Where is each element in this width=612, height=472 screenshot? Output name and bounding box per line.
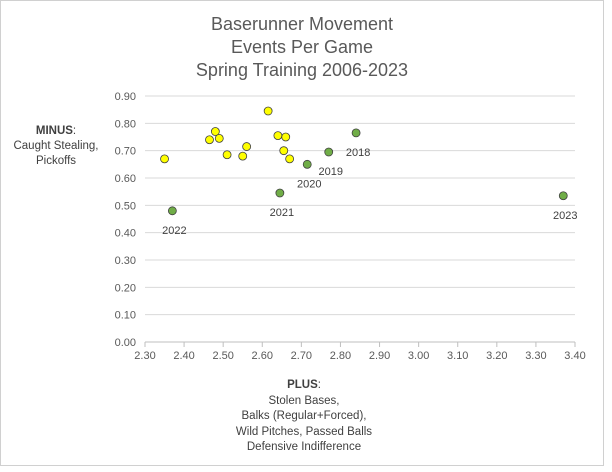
scatter-point-yellow bbox=[222, 150, 232, 160]
scatter-point-yellow bbox=[214, 133, 224, 143]
chart-title-line-2: Events Per Game bbox=[230, 37, 374, 57]
y-axis-label-colon: : bbox=[72, 125, 77, 137]
chart-frame bbox=[0, 0, 604, 466]
y-axis-label-bold: MINUS bbox=[35, 125, 73, 137]
scatter-point-green bbox=[302, 159, 312, 169]
x-axis-label-colon: : bbox=[317, 379, 321, 391]
x-axis-label-line: Balks (Regular+Forced), bbox=[241, 410, 367, 422]
x-tick-label: 3.40 bbox=[564, 350, 585, 362]
scatter-point-green bbox=[351, 128, 361, 138]
x-tick-label: 2.70 bbox=[291, 350, 312, 362]
data-label: 2022 bbox=[162, 225, 186, 237]
y-tick-label: 0.70 bbox=[115, 146, 136, 158]
x-axis-label: PLUS: Stolen Bases, Balks (Regular+Force… bbox=[184, 378, 424, 456]
y-axis-label-line: Pickoffs bbox=[35, 155, 77, 167]
scatter-point-yellow bbox=[210, 127, 220, 136]
x-axis-label-line: Wild Pitches, Passed Balls bbox=[235, 425, 373, 438]
scatter-point-green bbox=[324, 147, 334, 157]
x-tick-label: 2.40 bbox=[173, 350, 194, 362]
y-tick-label: 0.30 bbox=[115, 255, 136, 267]
y-tick-label: 0.50 bbox=[115, 200, 136, 212]
data-label: 2018 bbox=[346, 147, 370, 159]
y-tick-label: 0.60 bbox=[115, 173, 136, 185]
scatter-point-yellow bbox=[273, 131, 283, 141]
scatter-point-yellow bbox=[238, 151, 248, 161]
x-tick-label: 2.50 bbox=[212, 350, 233, 362]
x-tick-label: 3.20 bbox=[486, 350, 507, 362]
scatter-point-yellow bbox=[160, 154, 169, 164]
scatter-point-yellow bbox=[205, 135, 214, 145]
scatter-point-yellow bbox=[281, 132, 291, 142]
y-axis-label: MINUS: Caught Stealing, Pickoffs bbox=[4, 124, 108, 169]
scatter-point-yellow bbox=[285, 154, 295, 164]
chart-title-line-1: Baserunner Movement bbox=[210, 14, 394, 34]
data-label: 2023 bbox=[553, 210, 577, 222]
chart-title-line-3: Spring Training 2006-2023 bbox=[195, 60, 409, 80]
y-tick-label: 0.90 bbox=[115, 91, 136, 103]
x-tick-label: 3.10 bbox=[447, 350, 468, 362]
x-axis-label-line: Stolen Bases, bbox=[268, 394, 340, 407]
data-label: 2019 bbox=[318, 166, 342, 178]
x-tick-label: 2.80 bbox=[330, 350, 351, 362]
x-tick-label: 3.00 bbox=[408, 350, 429, 362]
y-tick-label: 0.20 bbox=[115, 282, 136, 294]
x-tick-label: 2.30 bbox=[134, 350, 155, 362]
x-axis-label-bold: PLUS bbox=[287, 379, 318, 391]
x-axis-label-line: Defensive Indifference bbox=[246, 441, 362, 453]
scatter-point-green bbox=[167, 206, 177, 216]
data-label: 2020 bbox=[297, 178, 321, 190]
scatter-point-green bbox=[558, 191, 568, 201]
scatter-point-yellow bbox=[242, 142, 252, 151]
x-tick-label: 2.90 bbox=[369, 350, 390, 362]
y-axis-label-line: Caught Stealing, bbox=[13, 140, 99, 152]
data-label: 2021 bbox=[270, 207, 294, 219]
scatter-point-yellow bbox=[263, 106, 273, 116]
y-tick-label: 0.40 bbox=[115, 228, 136, 240]
scatter-point-green bbox=[275, 188, 285, 198]
y-tick-label: 0.00 bbox=[115, 337, 136, 349]
scatter-point-yellow bbox=[279, 146, 289, 156]
y-tick-label: 0.10 bbox=[115, 310, 136, 322]
y-tick-label: 0.80 bbox=[115, 118, 136, 130]
x-tick-label: 2.60 bbox=[252, 350, 273, 362]
x-tick-label: 3.30 bbox=[525, 350, 546, 362]
